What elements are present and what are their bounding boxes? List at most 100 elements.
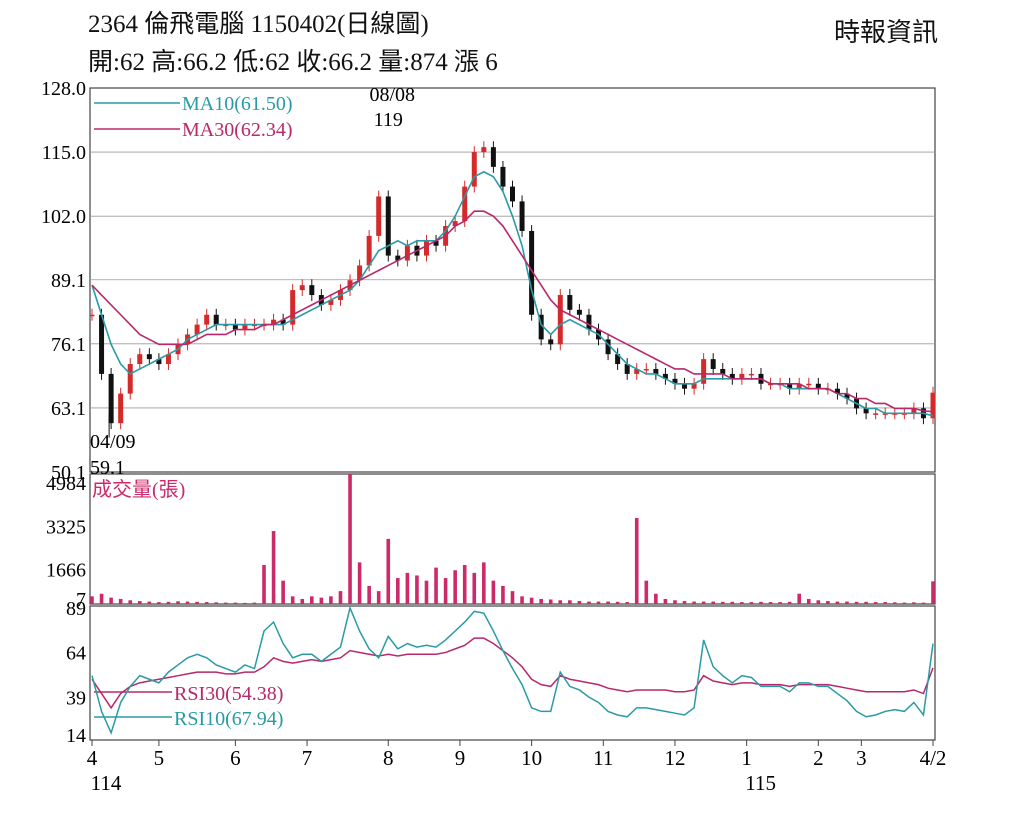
price-y-tick: 50.1: [51, 462, 86, 484]
candle-body: [395, 255, 401, 261]
volume-bar: [778, 602, 782, 604]
volume-bar: [902, 602, 907, 604]
volume-bar: [816, 600, 821, 604]
candle-body: [423, 240, 429, 256]
volume-bar: [596, 601, 601, 604]
candle-body: [280, 319, 286, 325]
volume-bar: [243, 602, 247, 604]
volume-y-tick: 4984: [46, 473, 86, 495]
ma-line-0: [91, 170, 934, 417]
candle-body: [548, 339, 554, 345]
candle-body: [682, 383, 688, 389]
candle-body: [290, 290, 296, 325]
volume-bar: [663, 598, 668, 604]
volume-bar: [472, 572, 477, 604]
volume-bar: [682, 601, 687, 604]
candle-body: [605, 339, 611, 355]
volume-bar: [883, 602, 888, 604]
peak-value-label: 119: [374, 109, 403, 131]
x-year-label: 115: [745, 771, 776, 795]
volume-bar: [300, 598, 305, 604]
rsi-y-tick: 14: [66, 725, 86, 747]
volume-bar: [787, 601, 792, 604]
volume-bar: [176, 601, 180, 604]
candle-body: [519, 201, 525, 231]
candle-body: [433, 240, 439, 246]
candle-body: [624, 364, 630, 374]
candle-body: [89, 314, 95, 317]
volume-bar: [109, 597, 113, 604]
candle-body: [385, 196, 391, 256]
volume-bar: [128, 600, 133, 604]
candle-body: [156, 359, 162, 365]
price-y-tick: 76.1: [51, 334, 86, 356]
x-tick-label: 3: [856, 746, 867, 770]
candle-body: [557, 295, 563, 345]
volume-bar: [835, 601, 840, 604]
candle-body: [242, 324, 248, 330]
candle-body: [490, 147, 496, 167]
candle-body: [873, 413, 879, 415]
rsi-y-tick: 64: [66, 643, 86, 665]
candle-body: [691, 383, 697, 389]
ma-line-1: [91, 210, 934, 413]
volume-bar: [147, 601, 152, 604]
candle-body: [729, 373, 735, 379]
volume-bar: [453, 570, 457, 604]
candle-body: [204, 314, 210, 325]
volume-bar: [204, 602, 209, 604]
x-tick-label: 8: [383, 746, 394, 770]
volume-bar: [587, 601, 591, 604]
candle-body: [328, 299, 334, 305]
ma-legend-label: MA30(62.34): [182, 119, 293, 141]
volume-bar: [806, 598, 811, 604]
candle-body: [720, 368, 726, 374]
x-tick-label: 1: [741, 746, 752, 770]
candle-body: [911, 408, 917, 414]
candle-body: [672, 378, 678, 384]
volume-bar: [252, 602, 257, 604]
volume-bar: [921, 602, 926, 604]
volume-bar: [233, 602, 238, 604]
candle-body: [165, 354, 171, 365]
volume-bar: [730, 601, 735, 604]
candle-body: [118, 393, 124, 424]
volume-bar: [166, 601, 171, 604]
low-value-label: 59.1: [90, 457, 125, 479]
volume-bar: [740, 602, 744, 604]
volume-bar: [625, 602, 629, 604]
peak-date-label: 08/08: [369, 84, 415, 106]
volume-bar: [157, 602, 161, 604]
candle-body: [510, 186, 515, 202]
volume-bar: [396, 578, 400, 604]
volume-bar: [329, 596, 333, 604]
volume-bar: [711, 601, 715, 604]
volume-bar: [673, 600, 677, 604]
candle-body: [538, 314, 544, 340]
candle-body: [232, 324, 238, 330]
volume-bar: [185, 601, 190, 604]
candle-body: [146, 354, 152, 360]
volume-bar: [634, 517, 639, 604]
volume-bar: [892, 602, 897, 604]
candle-body: [576, 309, 582, 315]
volume-bar: [931, 581, 935, 604]
volume-bar: [520, 596, 524, 604]
volume-bar: [749, 602, 754, 604]
candle-body: [643, 368, 649, 371]
candle-body: [271, 319, 277, 325]
x-tick-label: 6: [230, 746, 241, 770]
x-year-label: 114: [91, 771, 122, 795]
volume-title: 成交量(張): [92, 478, 185, 501]
volume-bar: [577, 601, 582, 604]
candle-body: [834, 388, 840, 394]
volume-bar: [510, 591, 515, 604]
candle-body: [299, 285, 305, 291]
volume-bar: [118, 598, 123, 604]
volume-bar: [262, 565, 266, 604]
candle-body: [748, 373, 754, 376]
candle-body: [567, 295, 573, 310]
volume-bar: [415, 575, 419, 604]
candle-body: [806, 383, 812, 386]
